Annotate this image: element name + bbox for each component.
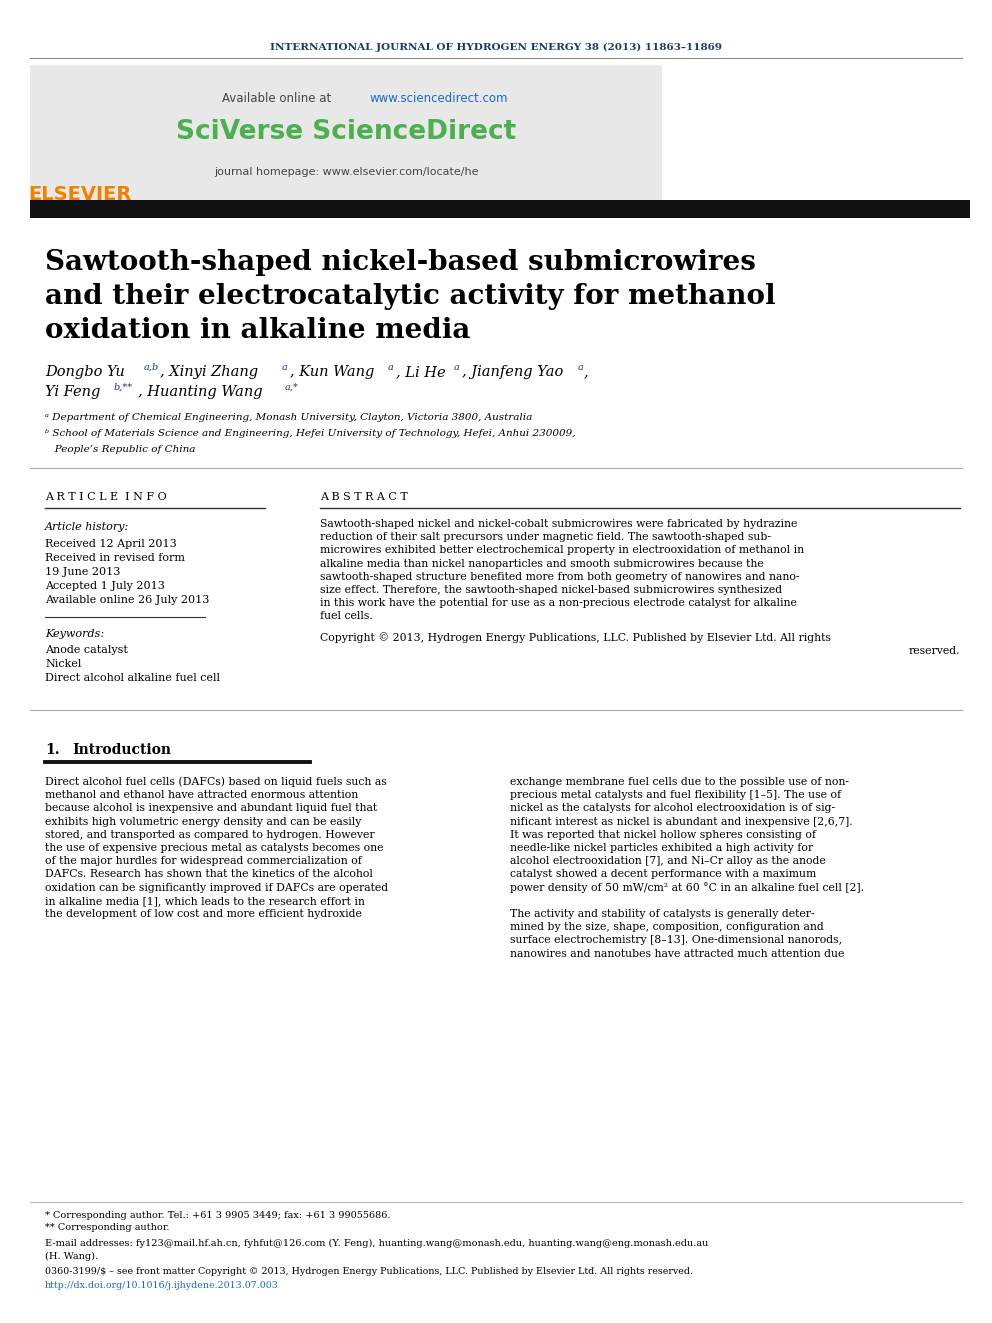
Text: The activity and stability of catalysts is generally deter-: The activity and stability of catalysts …	[510, 909, 814, 919]
Text: methanol and ethanol have attracted enormous attention: methanol and ethanol have attracted enor…	[45, 790, 358, 800]
Text: 1.: 1.	[45, 744, 60, 757]
Text: power density of 50 mW/cm² at 60 °C in an alkaline fuel cell [2].: power density of 50 mW/cm² at 60 °C in a…	[510, 882, 864, 893]
Text: Nickel: Nickel	[45, 659, 81, 669]
Text: surface electrochemistry [8–13]. One-dimensional nanorods,: surface electrochemistry [8–13]. One-dim…	[510, 935, 842, 946]
Text: People’s Republic of China: People’s Republic of China	[45, 446, 195, 455]
Text: Keywords:: Keywords:	[45, 628, 104, 639]
Text: because alcohol is inexpensive and abundant liquid fuel that: because alcohol is inexpensive and abund…	[45, 803, 377, 814]
Text: Received in revised form: Received in revised form	[45, 553, 185, 564]
Text: , Li He: , Li He	[396, 365, 445, 378]
Bar	[30, 200, 970, 218]
Text: a: a	[388, 363, 394, 372]
Text: A R T I C L E  I N F O: A R T I C L E I N F O	[45, 492, 167, 501]
Text: a,b: a,b	[144, 363, 160, 372]
Text: Sawtooth-shaped nickel-based submicrowires: Sawtooth-shaped nickel-based submicrowir…	[45, 249, 756, 275]
Bar	[30, 65, 662, 200]
Text: journal homepage: www.elsevier.com/locate/he: journal homepage: www.elsevier.com/locat…	[213, 167, 478, 177]
Text: Available online 26 July 2013: Available online 26 July 2013	[45, 595, 209, 605]
Text: sawtooth-shaped structure benefited more from both geometry of nanowires and nan: sawtooth-shaped structure benefited more…	[320, 572, 800, 582]
Text: ELSEVIER: ELSEVIER	[29, 185, 132, 205]
Text: Sawtooth-shaped nickel and nickel-cobalt submicrowires were fabricated by hydraz: Sawtooth-shaped nickel and nickel-cobalt…	[320, 519, 798, 529]
Text: precious metal catalysts and fuel flexibility [1–5]. The use of: precious metal catalysts and fuel flexib…	[510, 790, 841, 800]
Text: a: a	[282, 363, 288, 372]
Text: ᵃ Department of Chemical Engineering, Monash University, Clayton, Victoria 3800,: ᵃ Department of Chemical Engineering, Mo…	[45, 414, 533, 422]
Text: Yi Feng: Yi Feng	[45, 385, 100, 400]
Text: , Xinyi Zhang: , Xinyi Zhang	[160, 365, 258, 378]
Text: a,*: a,*	[285, 382, 299, 392]
Text: of the major hurdles for widespread commercialization of: of the major hurdles for widespread comm…	[45, 856, 362, 867]
Text: a: a	[454, 363, 460, 372]
Text: nificant interest as nickel is abundant and inexpensive [2,6,7].: nificant interest as nickel is abundant …	[510, 816, 853, 827]
Text: , Jianfeng Yao: , Jianfeng Yao	[462, 365, 563, 378]
Text: catalyst showed a decent performance with a maximum: catalyst showed a decent performance wit…	[510, 869, 816, 880]
Text: Direct alcohol fuel cells (DAFCs) based on liquid fuels such as: Direct alcohol fuel cells (DAFCs) based …	[45, 777, 387, 787]
Text: * Corresponding author. Tel.: +61 3 9905 3449; fax: +61 3 99055686.: * Corresponding author. Tel.: +61 3 9905…	[45, 1211, 391, 1220]
Text: microwires exhibited better electrochemical property in electrooxidation of meth: microwires exhibited better electrochemi…	[320, 545, 805, 556]
Text: nickel as the catalysts for alcohol electrooxidation is of sig-: nickel as the catalysts for alcohol elec…	[510, 803, 835, 814]
Text: Received 12 April 2013: Received 12 April 2013	[45, 538, 177, 549]
Text: fuel cells.: fuel cells.	[320, 611, 373, 622]
Text: oxidation in alkaline media: oxidation in alkaline media	[45, 316, 470, 344]
Text: stored, and transported as compared to hydrogen. However: stored, and transported as compared to h…	[45, 830, 375, 840]
Text: Article history:: Article history:	[45, 523, 129, 532]
Text: Introduction: Introduction	[72, 744, 171, 757]
Text: ᵇ School of Materials Science and Engineering, Hefei University of Technology, H: ᵇ School of Materials Science and Engine…	[45, 430, 575, 438]
Text: , Kun Wang: , Kun Wang	[290, 365, 374, 378]
Text: Anode catalyst: Anode catalyst	[45, 646, 128, 655]
Text: Direct alcohol alkaline fuel cell: Direct alcohol alkaline fuel cell	[45, 673, 220, 683]
Text: http://dx.doi.org/10.1016/j.ijhydene.2013.07.003: http://dx.doi.org/10.1016/j.ijhydene.201…	[45, 1281, 279, 1290]
Text: mined by the size, shape, composition, configuration and: mined by the size, shape, composition, c…	[510, 922, 823, 933]
Text: in alkaline media [1], which leads to the research effort in: in alkaline media [1], which leads to th…	[45, 896, 365, 906]
Text: in this work have the potential for use as a non-precious electrode catalyst for: in this work have the potential for use …	[320, 598, 797, 609]
Text: needle-like nickel particles exhibited a high activity for: needle-like nickel particles exhibited a…	[510, 843, 813, 853]
Text: the development of low cost and more efficient hydroxide: the development of low cost and more eff…	[45, 909, 362, 919]
Text: and their electrocatalytic activity for methanol: and their electrocatalytic activity for …	[45, 283, 776, 310]
Text: Available online at: Available online at	[222, 91, 335, 105]
Text: a: a	[578, 363, 584, 372]
Text: INTERNATIONAL JOURNAL OF HYDROGEN ENERGY 38 (2013) 11863–11869: INTERNATIONAL JOURNAL OF HYDROGEN ENERGY…	[270, 42, 722, 52]
Text: SciVerse ScienceDirect: SciVerse ScienceDirect	[176, 119, 516, 146]
Text: nanowires and nanotubes have attracted much attention due: nanowires and nanotubes have attracted m…	[510, 949, 844, 959]
Text: oxidation can be significantly improved if DAFCs are operated: oxidation can be significantly improved …	[45, 882, 388, 893]
Text: exchange membrane fuel cells due to the possible use of non-: exchange membrane fuel cells due to the …	[510, 777, 849, 787]
Text: b,**: b,**	[114, 382, 133, 392]
Text: Dongbo Yu: Dongbo Yu	[45, 365, 125, 378]
Text: www.sciencedirect.com: www.sciencedirect.com	[370, 91, 509, 105]
Text: size effect. Therefore, the sawtooth-shaped nickel-based submicrowires synthesiz: size effect. Therefore, the sawtooth-sha…	[320, 585, 782, 595]
Text: 19 June 2013: 19 June 2013	[45, 568, 120, 577]
Text: exhibits high volumetric energy density and can be easily: exhibits high volumetric energy density …	[45, 816, 361, 827]
Text: ** Corresponding author.: ** Corresponding author.	[45, 1224, 170, 1233]
Text: It was reported that nickel hollow spheres consisting of: It was reported that nickel hollow spher…	[510, 830, 816, 840]
Text: 0360-3199/$ – see front matter Copyright © 2013, Hydrogen Energy Publications, L: 0360-3199/$ – see front matter Copyright…	[45, 1266, 693, 1275]
Text: reserved.: reserved.	[909, 646, 960, 656]
Text: reduction of their salt precursors under magnetic field. The sawtooth-shaped sub: reduction of their salt precursors under…	[320, 532, 771, 542]
Text: the use of expensive precious metal as catalysts becomes one: the use of expensive precious metal as c…	[45, 843, 384, 853]
Text: , Huanting Wang: , Huanting Wang	[138, 385, 263, 400]
Text: DAFCs. Research has shown that the kinetics of the alcohol: DAFCs. Research has shown that the kinet…	[45, 869, 373, 880]
Text: Accepted 1 July 2013: Accepted 1 July 2013	[45, 581, 165, 591]
Text: alkaline media than nickel nanoparticles and smooth submicrowires because the: alkaline media than nickel nanoparticles…	[320, 558, 764, 569]
Text: alcohol electrooxidation [7], and Ni–Cr alloy as the anode: alcohol electrooxidation [7], and Ni–Cr …	[510, 856, 825, 867]
Text: ,: ,	[584, 365, 588, 378]
Text: A B S T R A C T: A B S T R A C T	[320, 492, 408, 501]
Text: E-mail addresses: fy123@mail.hf.ah.cn, fyhfut@126.com (Y. Feng), huanting.wang@m: E-mail addresses: fy123@mail.hf.ah.cn, f…	[45, 1238, 708, 1248]
Text: Copyright © 2013, Hydrogen Energy Publications, LLC. Published by Elsevier Ltd. : Copyright © 2013, Hydrogen Energy Public…	[320, 632, 831, 643]
Text: (H. Wang).: (H. Wang).	[45, 1252, 98, 1261]
